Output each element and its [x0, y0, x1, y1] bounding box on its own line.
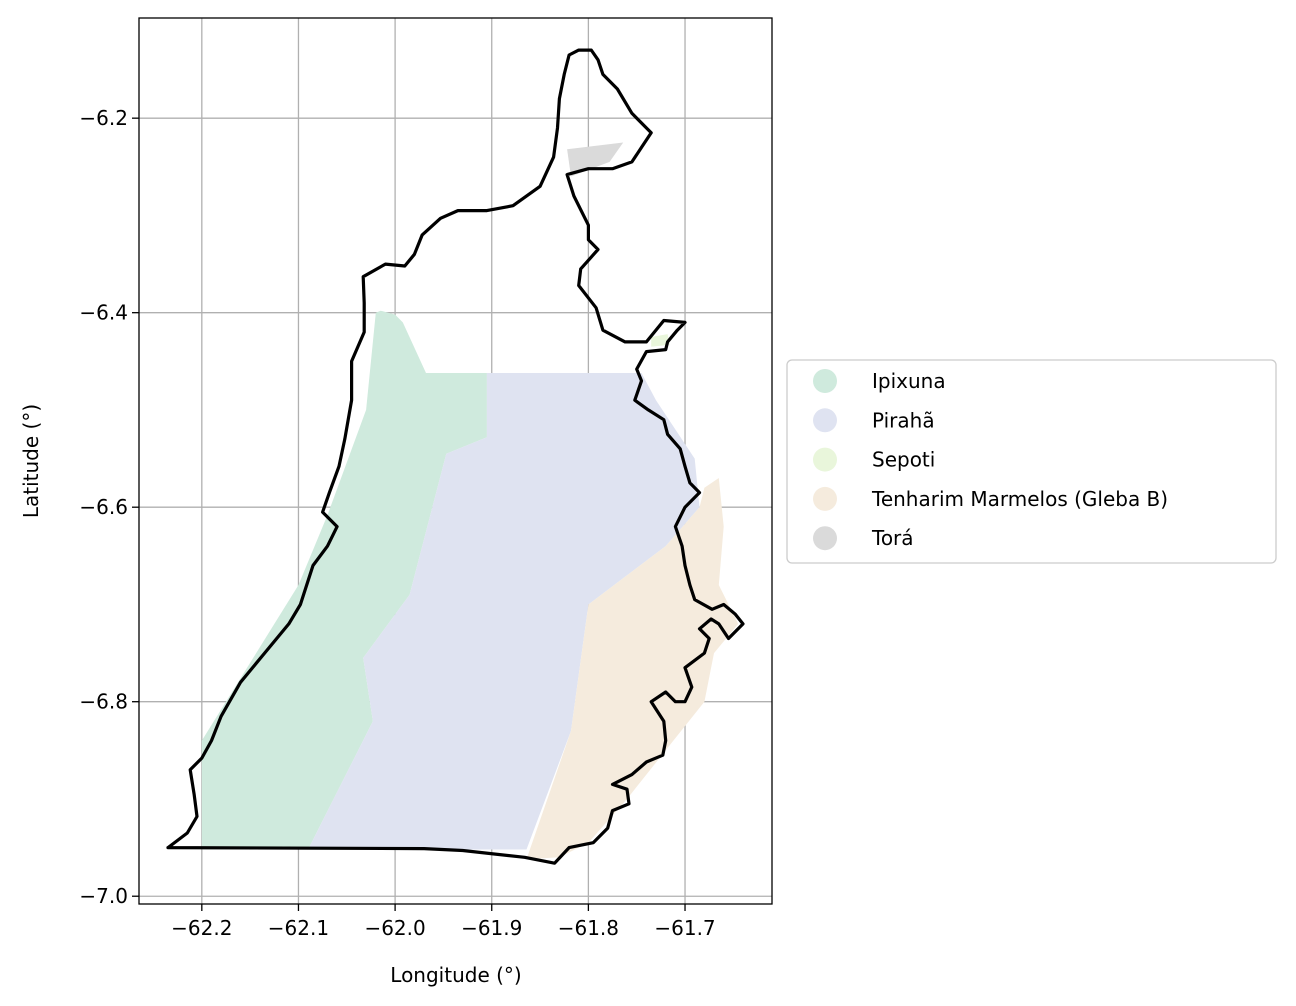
- x-axis-label: Longitude (°): [390, 963, 521, 987]
- legend-frame: [786, 359, 1277, 564]
- legend-label: Sepoti: [872, 448, 935, 472]
- y-axis-label: Latitude (°): [19, 404, 43, 518]
- plot-frame: [138, 17, 773, 905]
- legend-marker: [813, 369, 837, 393]
- legend-marker: [813, 408, 837, 433]
- y-tick-label: −6.2: [79, 106, 128, 130]
- y-tick-label: −6.4: [79, 301, 128, 325]
- legend-marker: [813, 486, 837, 511]
- legend-label: Ipixuna: [872, 369, 946, 393]
- legend-marker: [813, 526, 837, 551]
- x-tick-label: −62.1: [268, 916, 329, 940]
- axis-ticks: −62.2 −62.1 −62.0 −61.9 −61.8 −61.7 −6.2 −6.4 −6…: [79, 106, 715, 940]
- legend-label: Pirahã: [872, 408, 935, 432]
- area-ipixuna: [201, 310, 487, 850]
- y-tick-label: −6.8: [79, 690, 128, 714]
- x-tick-label: −61.9: [461, 916, 522, 940]
- y-tick-label: −6.6: [79, 495, 128, 519]
- x-tick-label: −62.2: [171, 916, 232, 940]
- region-boundary: [166, 48, 745, 865]
- legend-marker: [813, 447, 837, 472]
- area-tora: [567, 142, 624, 177]
- area-piraha: [308, 373, 700, 850]
- x-tick-label: −62.0: [364, 916, 425, 940]
- x-tick-label: −61.7: [654, 916, 715, 940]
- y-tick-label: −7.0: [79, 884, 128, 908]
- x-tick-label: −61.8: [558, 916, 619, 940]
- legend-label: Tenharim Marmelos (Gleba B): [871, 487, 1168, 511]
- legend: Ipixuna Pirahã Sepoti Tenharim Marmelos (Gl…: [786, 359, 1277, 564]
- legend-label: Torá: [871, 526, 914, 550]
- boundary-line: [166, 48, 745, 865]
- area-sepoti: [651, 334, 670, 347]
- reserve-areas: [201, 142, 739, 860]
- area-tenharim-marmelos-gleba-b: [526, 478, 739, 860]
